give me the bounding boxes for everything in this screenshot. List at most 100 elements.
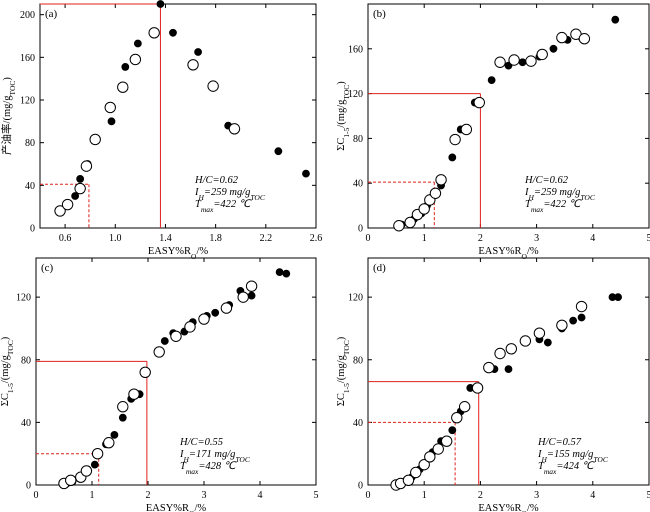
data-point-filled <box>569 316 578 325</box>
y-tick-label: 0 <box>358 481 363 492</box>
data-point-open <box>435 174 447 186</box>
data-point-open <box>65 474 77 487</box>
data-point-open <box>410 466 422 479</box>
x-tick-label: 2.2 <box>260 233 273 244</box>
annotation-hc: H/C=0.57 <box>537 437 582 448</box>
y-tick-label: 80 <box>25 138 35 149</box>
data-point-open <box>128 388 140 400</box>
data-point-filled <box>274 147 283 156</box>
data-point-open <box>104 101 116 114</box>
x-tick-label: 1.0 <box>109 233 122 244</box>
y-tick-label: 40 <box>353 179 363 190</box>
data-point-open <box>429 187 442 199</box>
data-point-open <box>483 361 495 374</box>
data-point-open <box>153 346 165 358</box>
data-point-open <box>440 435 453 447</box>
data-point-filled <box>194 48 202 56</box>
x-tick-label: 1 <box>422 490 427 501</box>
panel-c: 0 1 2 3 4 5 0 40 80 120 (c) EASY%RO/% ΣC1-5/(mg/gTOC… <box>0 257 319 512</box>
data-point-open <box>432 443 444 455</box>
y-tick-label: 120 <box>348 293 363 304</box>
data-point-open <box>519 335 532 347</box>
x-axis-label: EASY%RO/% <box>478 503 539 512</box>
annotation-hc: H/C=0.55 <box>179 437 223 448</box>
annotation-tmax: Tmax=424 ℃ <box>538 461 595 476</box>
data-point-open <box>525 55 537 67</box>
annotation-hc: H/C=0.62 <box>524 175 569 186</box>
annotation-ih: IH=171 mg/gTOC <box>179 449 251 464</box>
x-tick-label: 3 <box>534 233 539 244</box>
annotation-tmax: Tmax=422 ℃ <box>195 199 252 214</box>
data-point-open <box>533 327 546 339</box>
panel-label: (d) <box>373 262 386 274</box>
data-point-filled <box>504 365 513 374</box>
data-point-open <box>184 321 196 333</box>
data-point-open <box>80 465 93 477</box>
data-point-open <box>494 56 506 68</box>
data-point-filled <box>169 28 177 37</box>
x-tick-label: 0 <box>366 233 371 244</box>
y-axis-label: ΣC1-5/(mg/gTOC) <box>336 336 351 406</box>
data-point-open <box>556 319 568 332</box>
x-tick-label: 5 <box>647 490 650 501</box>
data-point-filled <box>614 293 622 302</box>
annotation-hc: H/C=0.62 <box>194 175 239 186</box>
data-point-filled <box>549 44 558 53</box>
x-tick-label: 2.6 <box>310 233 323 244</box>
y-tick-label: 0 <box>26 481 31 492</box>
data-point-open <box>170 330 182 342</box>
x-axis-label: EASY%RO/% <box>146 503 207 512</box>
data-point-open <box>207 80 219 92</box>
data-point-open <box>91 447 104 460</box>
data-point-open <box>117 401 129 413</box>
data-point-open <box>473 96 485 109</box>
data-point-filled <box>118 413 127 422</box>
x-tick-label: 1.8 <box>209 233 222 244</box>
x-tick-label: 1 <box>422 233 427 244</box>
x-tick-label: 0 <box>366 490 371 501</box>
data-point-open <box>237 291 249 303</box>
panel-label: (a) <box>45 8 58 20</box>
y-tick-label: 120 <box>20 96 35 107</box>
data-point-open <box>103 437 115 449</box>
data-point-open <box>220 302 233 314</box>
x-tick-label: 2 <box>478 233 483 244</box>
x-tick-label: 2 <box>146 490 151 501</box>
data-point-open <box>80 160 93 172</box>
panel-label: (b) <box>373 8 386 20</box>
data-point-open <box>556 31 568 44</box>
annotation-ih: IH=155 mg/gTOC <box>537 449 609 464</box>
x-tick-label: 0 <box>34 490 39 501</box>
data-point-open <box>471 382 484 394</box>
data-point-open <box>449 133 461 146</box>
data-point-open <box>393 220 405 232</box>
annotation-tmax: Tmax=428 ℃ <box>180 461 237 476</box>
data-point-filled <box>133 39 142 48</box>
y-tick-label: 80 <box>21 355 31 366</box>
data-point-open <box>458 401 471 413</box>
y-axis-label: 产油率/(mg/gTOC) <box>0 77 17 155</box>
data-point-filled <box>110 431 119 439</box>
data-point-filled <box>282 269 291 278</box>
data-point-open <box>129 53 142 66</box>
data-point-filled <box>90 460 99 469</box>
y-tick-label: 40 <box>353 418 363 429</box>
data-point-filled <box>211 308 220 317</box>
data-point-open <box>508 54 520 66</box>
data-point-open <box>61 198 74 211</box>
x-tick-label: 4 <box>258 490 263 501</box>
data-point-open <box>451 411 463 424</box>
annotation-tmax: Tmax=422 ℃ <box>525 199 582 214</box>
x-tick-label: 1 <box>90 490 95 501</box>
data-point-filled <box>543 338 552 347</box>
y-tick-label: 160 <box>348 44 363 55</box>
data-point-filled <box>156 0 165 8</box>
data-point-open <box>228 123 241 135</box>
data-point-open <box>187 59 199 71</box>
data-point-filled <box>611 15 620 24</box>
data-point-open <box>578 33 591 45</box>
annotation-ih: IH=259 mg/gTOC <box>524 187 596 202</box>
data-point-open <box>460 123 473 136</box>
y-tick-label: 0 <box>30 224 35 235</box>
data-point-filled <box>577 313 586 322</box>
